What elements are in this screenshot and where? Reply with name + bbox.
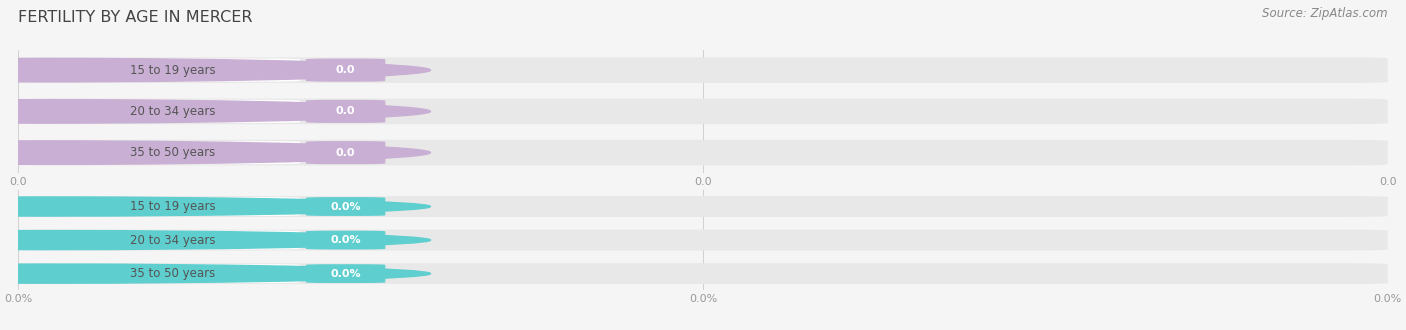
Circle shape xyxy=(0,231,430,249)
FancyBboxPatch shape xyxy=(307,264,385,283)
Circle shape xyxy=(0,197,430,216)
FancyBboxPatch shape xyxy=(307,100,385,123)
FancyBboxPatch shape xyxy=(18,263,1388,284)
FancyBboxPatch shape xyxy=(18,99,1388,124)
Circle shape xyxy=(0,58,430,82)
Text: 0.0: 0.0 xyxy=(10,177,27,186)
Text: 0.0: 0.0 xyxy=(695,177,711,186)
FancyBboxPatch shape xyxy=(307,141,385,164)
FancyBboxPatch shape xyxy=(18,57,1388,83)
Text: 0.0: 0.0 xyxy=(336,106,356,116)
Text: 0.0: 0.0 xyxy=(1379,177,1396,186)
Circle shape xyxy=(0,264,430,283)
FancyBboxPatch shape xyxy=(27,100,301,123)
FancyBboxPatch shape xyxy=(18,140,1388,165)
FancyBboxPatch shape xyxy=(27,264,301,283)
Text: 35 to 50 years: 35 to 50 years xyxy=(131,267,215,280)
FancyBboxPatch shape xyxy=(307,197,385,216)
Text: 0.0%: 0.0% xyxy=(689,294,717,304)
FancyBboxPatch shape xyxy=(307,59,385,82)
Text: 0.0: 0.0 xyxy=(336,65,356,75)
Text: Source: ZipAtlas.com: Source: ZipAtlas.com xyxy=(1263,7,1388,19)
Text: 0.0%: 0.0% xyxy=(4,294,32,304)
FancyBboxPatch shape xyxy=(27,197,301,216)
Circle shape xyxy=(0,100,430,123)
Text: 0.0%: 0.0% xyxy=(330,202,361,212)
FancyBboxPatch shape xyxy=(27,141,301,164)
Circle shape xyxy=(0,141,430,164)
Text: 0.0: 0.0 xyxy=(336,148,356,158)
Text: FERTILITY BY AGE IN MERCER: FERTILITY BY AGE IN MERCER xyxy=(18,10,253,25)
Text: 20 to 34 years: 20 to 34 years xyxy=(131,105,215,118)
FancyBboxPatch shape xyxy=(18,230,1388,250)
Text: 15 to 19 years: 15 to 19 years xyxy=(131,200,217,213)
Text: 0.0%: 0.0% xyxy=(330,235,361,245)
FancyBboxPatch shape xyxy=(307,231,385,249)
FancyBboxPatch shape xyxy=(18,196,1388,217)
Text: 0.0%: 0.0% xyxy=(330,269,361,279)
Text: 0.0%: 0.0% xyxy=(1374,294,1402,304)
Text: 15 to 19 years: 15 to 19 years xyxy=(131,64,217,77)
FancyBboxPatch shape xyxy=(27,59,301,82)
FancyBboxPatch shape xyxy=(27,231,301,249)
Text: 35 to 50 years: 35 to 50 years xyxy=(131,146,215,159)
Text: 20 to 34 years: 20 to 34 years xyxy=(131,234,215,247)
